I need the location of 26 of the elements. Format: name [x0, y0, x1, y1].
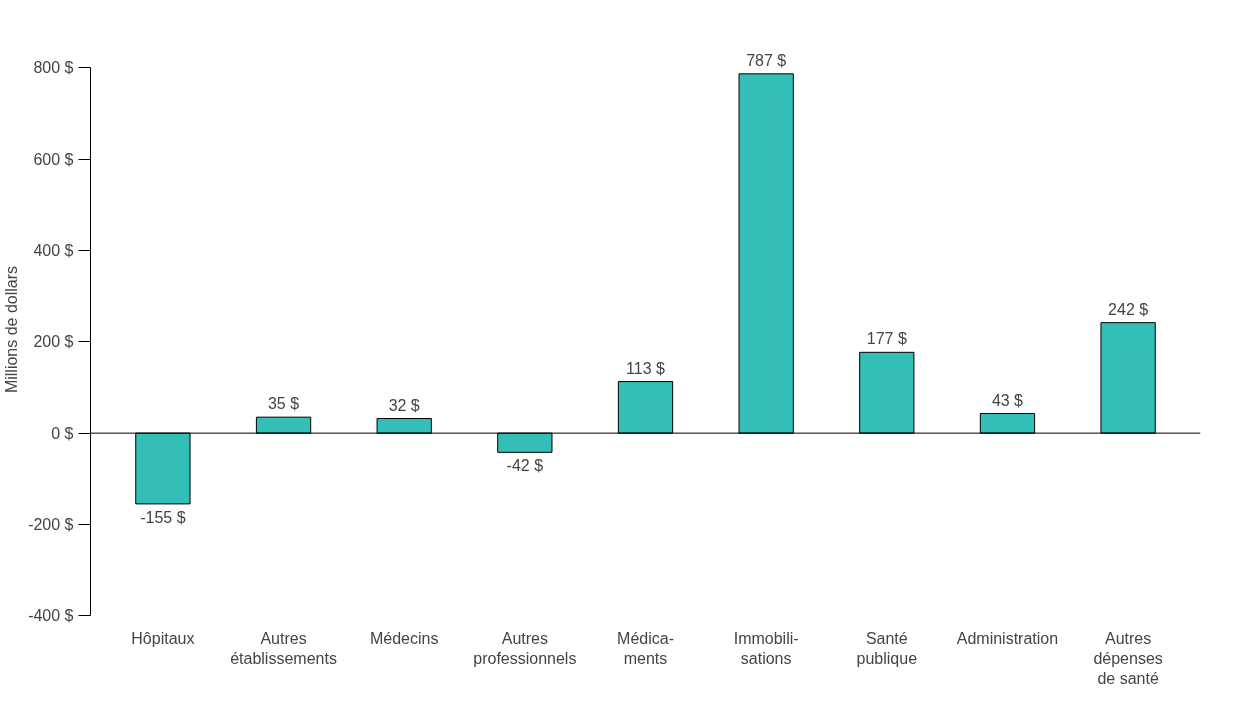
x-tick-label: Immobili- sations — [733, 629, 799, 667]
y-tick-label: 0 $ — [51, 424, 74, 442]
data-label: 43 $ — [991, 391, 1024, 409]
y-tick-label: 800 $ — [33, 59, 74, 77]
x-tick-label: Autres établissements — [230, 629, 337, 667]
x-tick-label: Autres dépenses de santé — [1093, 629, 1163, 688]
x-tick-label: Santé publique — [856, 629, 918, 667]
x-tick-label: Médica- ments — [617, 629, 674, 667]
x-tick-label: Hôpitaux — [131, 629, 195, 647]
y-tick-label: -200 $ — [28, 515, 74, 533]
x-tick-label: Médecins — [369, 629, 439, 647]
x-tick-label: Administration — [956, 629, 1059, 647]
data-label: 787 $ — [746, 51, 787, 69]
data-label: 35 $ — [267, 395, 300, 413]
data-label: 32 $ — [388, 396, 420, 414]
y-tick-label: 600 $ — [33, 150, 74, 168]
data-label: 242 $ — [1108, 300, 1149, 318]
data-label: -42 $ — [506, 457, 544, 475]
y-tick-label: 400 $ — [33, 242, 74, 260]
y-tick-label: -400 $ — [28, 607, 74, 625]
y-tick-label: 200 $ — [33, 333, 74, 351]
x-tick-label: Autres professionnels — [473, 629, 577, 667]
data-label: 113 $ — [626, 359, 666, 377]
data-label: -155 $ — [140, 508, 186, 526]
y-axis-title: Millions de dollars — [3, 265, 21, 394]
data-label: 177 $ — [866, 330, 907, 348]
